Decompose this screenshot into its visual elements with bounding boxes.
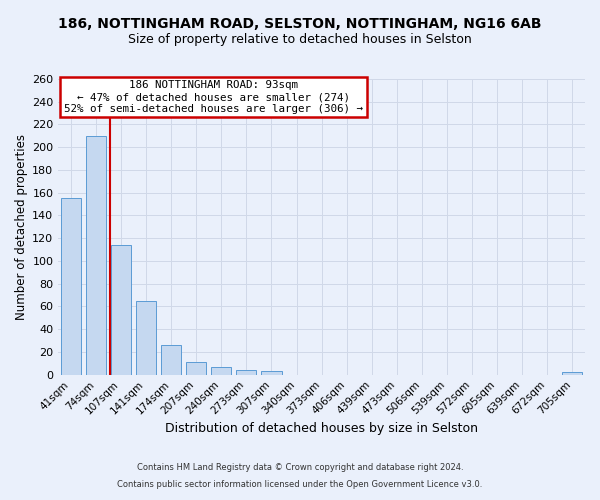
Bar — [136, 301, 156, 374]
Bar — [236, 370, 256, 374]
Bar — [186, 362, 206, 374]
Text: Contains public sector information licensed under the Open Government Licence v3: Contains public sector information licen… — [118, 480, 482, 489]
Text: Contains HM Land Registry data © Crown copyright and database right 2024.: Contains HM Land Registry data © Crown c… — [137, 464, 463, 472]
Y-axis label: Number of detached properties: Number of detached properties — [15, 134, 28, 320]
Bar — [211, 367, 232, 374]
Bar — [86, 136, 106, 374]
X-axis label: Distribution of detached houses by size in Selston: Distribution of detached houses by size … — [165, 422, 478, 435]
Text: 186, NOTTINGHAM ROAD, SELSTON, NOTTINGHAM, NG16 6AB: 186, NOTTINGHAM ROAD, SELSTON, NOTTINGHA… — [58, 18, 542, 32]
Bar — [61, 198, 81, 374]
Bar — [111, 245, 131, 374]
Bar — [161, 345, 181, 374]
Bar — [262, 372, 281, 374]
Bar — [562, 372, 583, 374]
Text: Size of property relative to detached houses in Selston: Size of property relative to detached ho… — [128, 32, 472, 46]
Text: 186 NOTTINGHAM ROAD: 93sqm
← 47% of detached houses are smaller (274)
52% of sem: 186 NOTTINGHAM ROAD: 93sqm ← 47% of deta… — [64, 80, 363, 114]
